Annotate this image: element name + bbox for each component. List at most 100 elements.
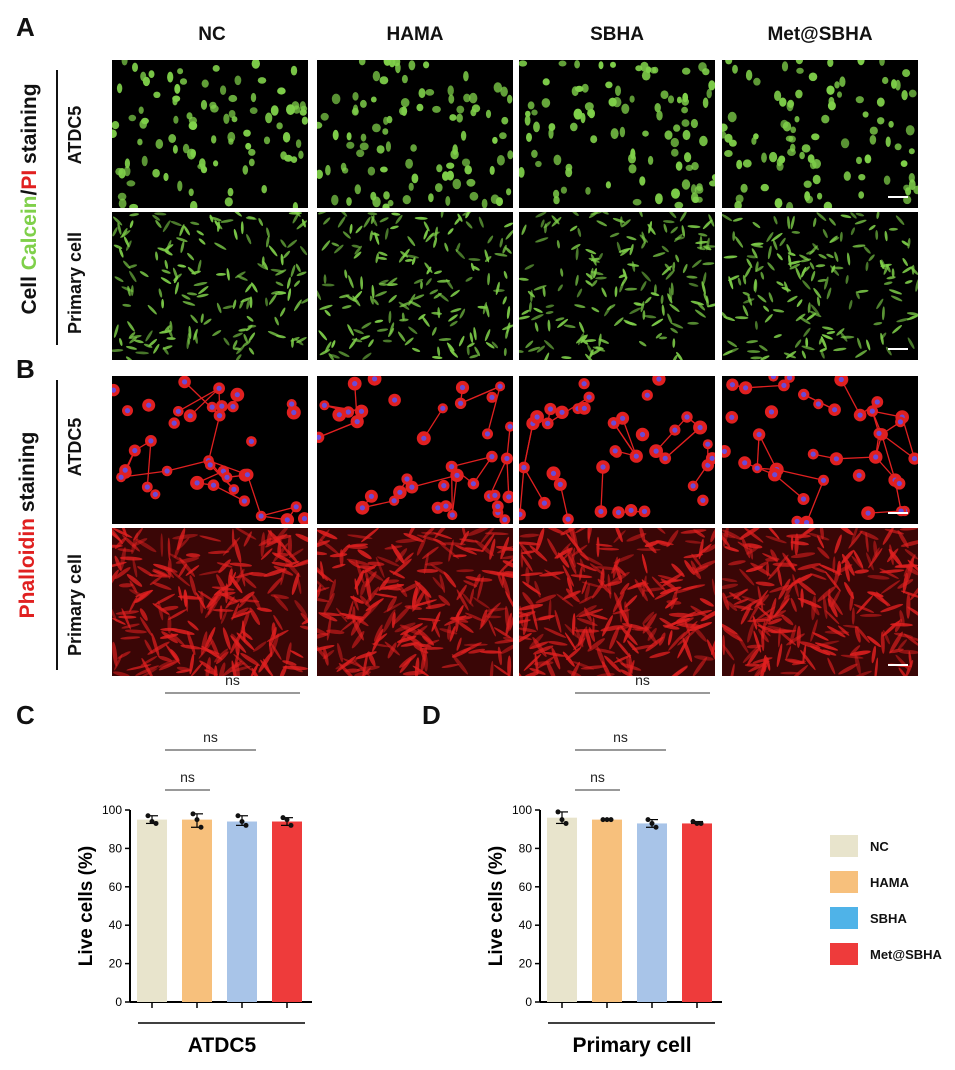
y-tick-label: 60 xyxy=(109,880,123,894)
micrograph-phalloidin-primary-met-sbha xyxy=(722,528,918,676)
legend-item-met-sbha: Met@SBHA xyxy=(830,942,942,966)
data-point xyxy=(243,822,249,828)
stain-label-phalloidin: Phalloidin staining xyxy=(16,431,39,619)
data-point xyxy=(653,824,659,830)
data-point xyxy=(698,820,704,826)
legend-swatch-met-sbha xyxy=(830,943,858,965)
micrograph-calcein-atdc5-sbha xyxy=(519,60,715,208)
legend-swatch-sbha xyxy=(830,907,858,929)
micrograph-phalloidin-atdc5-hama xyxy=(317,376,513,524)
data-point xyxy=(284,817,290,823)
x-axis-label: Primary cell xyxy=(572,1034,691,1057)
data-point xyxy=(555,809,561,815)
micrograph-phalloidin-atdc5-nc xyxy=(112,376,308,524)
bar-sbha xyxy=(227,821,257,1002)
panel-letter-c: C xyxy=(16,700,35,730)
micrograph-calcein-primary-hama xyxy=(317,212,513,360)
micrograph-calcein-primary-nc xyxy=(112,212,308,360)
micrograph-phalloidin-primary-nc xyxy=(112,528,308,676)
stain-label-calcein-pi: Cell Calcein/PI staining xyxy=(18,83,41,315)
y-tick-label: 80 xyxy=(519,841,533,855)
significance-label: ns xyxy=(225,672,240,688)
row-label-primary-b: Primary cell xyxy=(65,553,85,657)
data-point xyxy=(194,817,200,823)
legend-label-met-sbha: Met@SBHA xyxy=(870,946,942,962)
y-tick-label: 20 xyxy=(519,957,533,971)
data-point xyxy=(600,817,606,823)
chart-c: ns ns ns 0 20 40 60 80 100 ATDC5 Live cells (%) xyxy=(76,672,312,1057)
y-axis-label: Live cells (%) xyxy=(76,846,97,966)
row-label-atdc5-b: ATDC5 xyxy=(65,417,85,477)
bar-met-sbha xyxy=(272,821,302,1002)
micrograph-phalloidin-atdc5-met-sbha xyxy=(722,376,918,524)
row-divider-b xyxy=(56,380,58,670)
legend-label-nc: NC xyxy=(870,838,889,854)
data-point xyxy=(145,813,151,819)
micrograph-phalloidin-primary-hama xyxy=(317,528,513,676)
legend-swatch-nc xyxy=(830,835,858,857)
data-point xyxy=(604,817,610,823)
y-tick-label: 0 xyxy=(115,995,122,1009)
scale-bar xyxy=(888,196,908,198)
panel-letter-a: A xyxy=(16,12,35,42)
data-point xyxy=(649,820,655,826)
row-label-atdc5-a: ATDC5 xyxy=(65,105,85,165)
significance-label: ns xyxy=(180,769,195,785)
significance-label: ns xyxy=(635,672,650,688)
data-point xyxy=(235,813,241,819)
micrograph-phalloidin-atdc5-sbha xyxy=(519,376,715,524)
y-axis-label: Live cells (%) xyxy=(486,846,507,966)
data-point xyxy=(153,820,159,826)
legend-label-sbha: SBHA xyxy=(870,910,907,926)
column-header-sbha: SBHA xyxy=(590,24,644,45)
column-header-nc: NC xyxy=(198,24,226,45)
significance-label: ns xyxy=(203,729,218,745)
scale-bar xyxy=(888,348,908,350)
y-tick-label: 40 xyxy=(109,918,123,932)
y-tick-label: 0 xyxy=(525,995,532,1009)
scale-bar xyxy=(888,664,908,666)
y-tick-label: 20 xyxy=(109,957,123,971)
bar-nc xyxy=(137,819,167,1002)
micrograph-calcein-atdc5-nc xyxy=(112,60,308,208)
data-point xyxy=(198,824,204,830)
data-point xyxy=(608,817,614,823)
data-point xyxy=(694,820,700,826)
data-point xyxy=(280,815,286,821)
legend-swatch-hama xyxy=(830,871,858,893)
panel-letter-b: B xyxy=(16,354,35,384)
micrograph-calcein-primary-met-sbha xyxy=(722,212,918,360)
y-tick-label: 40 xyxy=(519,918,533,932)
micrograph-calcein-primary-sbha xyxy=(519,212,715,360)
row-divider-a xyxy=(56,70,58,345)
row-label-primary-a: Primary cell xyxy=(65,231,85,335)
legend-item-nc: NC xyxy=(830,834,889,858)
bar-sbha xyxy=(637,823,667,1002)
bar-nc xyxy=(547,817,577,1002)
significance-label: ns xyxy=(590,769,605,785)
data-point xyxy=(563,820,569,826)
panel-letter-d: D xyxy=(422,700,441,730)
data-point xyxy=(149,819,155,825)
column-header-hama: HAMA xyxy=(386,24,444,45)
legend-label-hama: HAMA xyxy=(870,874,909,890)
micrograph-phalloidin-primary-sbha xyxy=(519,528,715,676)
data-point xyxy=(288,822,294,828)
y-tick-label: 100 xyxy=(512,803,532,817)
data-point xyxy=(239,819,245,825)
scale-bar xyxy=(888,512,908,514)
bar-hama xyxy=(592,819,622,1002)
bar-met-sbha xyxy=(682,823,712,1002)
legend-item-sbha: SBHA xyxy=(830,906,907,930)
data-point xyxy=(559,817,565,823)
data-point xyxy=(690,819,696,825)
significance-label: ns xyxy=(613,729,628,745)
y-tick-label: 60 xyxy=(519,880,533,894)
x-axis-label: ATDC5 xyxy=(188,1034,257,1057)
column-header-met-sbha: Met@SBHA xyxy=(767,24,873,45)
y-tick-label: 100 xyxy=(102,803,122,817)
y-tick-label: 80 xyxy=(109,841,123,855)
chart-d: ns ns ns 0 20 40 60 80 100 Primary cell Live cells… xyxy=(486,672,722,1057)
bar-hama xyxy=(182,819,212,1002)
legend-item-hama: HAMA xyxy=(830,870,909,894)
